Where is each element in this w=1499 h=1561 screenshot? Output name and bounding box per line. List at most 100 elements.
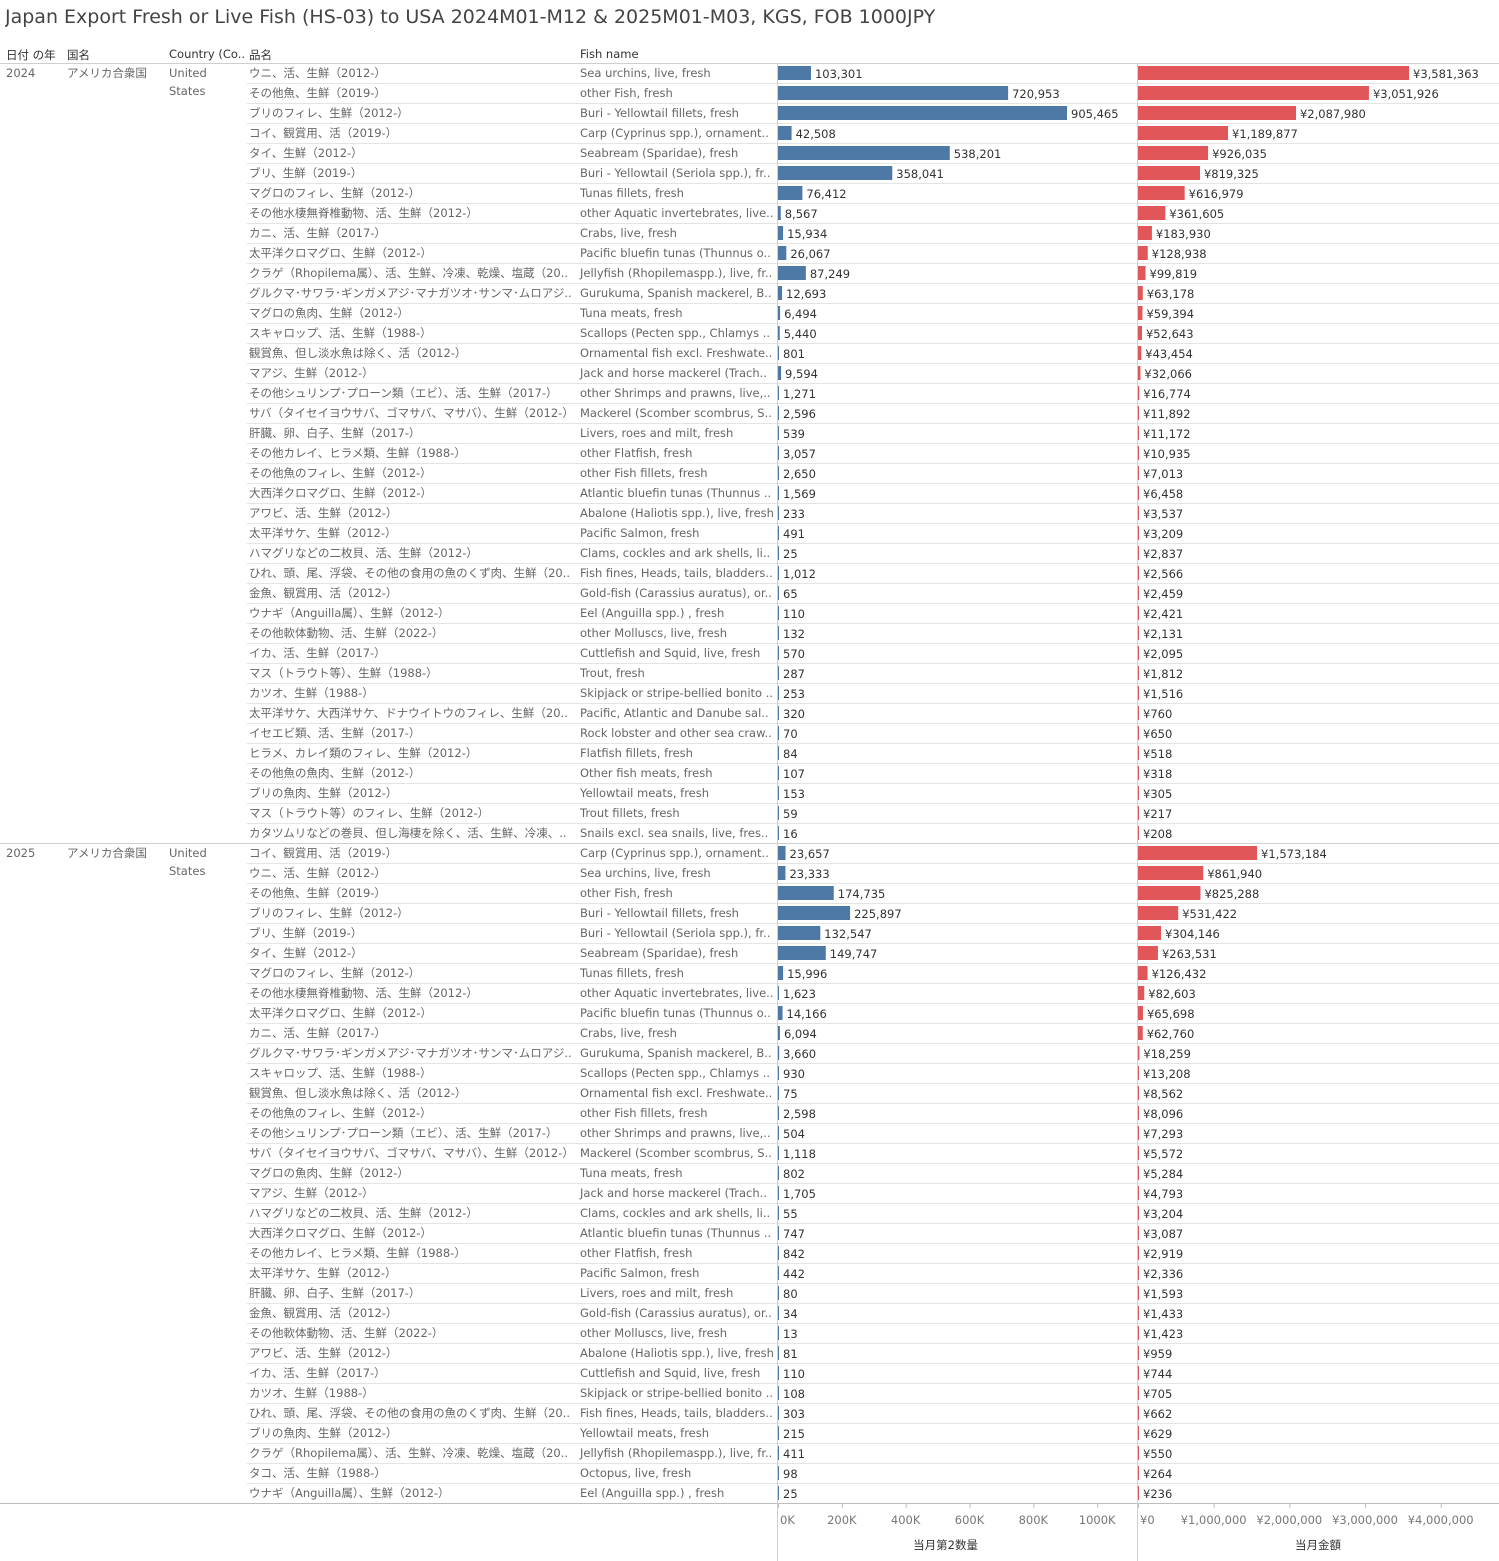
quantity-bar bbox=[778, 226, 784, 240]
quantity-label: 2,650 bbox=[783, 467, 816, 481]
quantity-bar bbox=[778, 1346, 779, 1360]
fish-name-jp: その他魚、生鮮（2019-） bbox=[249, 886, 386, 900]
amount-bar bbox=[1138, 1086, 1139, 1100]
quantity-bar bbox=[778, 126, 792, 140]
fish-name-jp: イカ、活、生鮮（2017-） bbox=[249, 1366, 386, 1380]
quantity-bar bbox=[778, 66, 811, 80]
header-country-jp[interactable]: 国名 bbox=[67, 48, 90, 62]
amount-tick-label: ¥2,000,000 bbox=[1256, 1513, 1322, 1527]
quantity-bar bbox=[778, 726, 779, 740]
amount-bar bbox=[1138, 1266, 1139, 1280]
quantity-label: 411 bbox=[783, 1447, 805, 1461]
header-year[interactable]: 日付 の年 bbox=[6, 48, 56, 62]
fish-name-jp: マグロの魚肉、生鮮（2012-） bbox=[249, 306, 409, 320]
amount-label: ¥819,325 bbox=[1204, 167, 1259, 181]
fish-name-jp: ブリのフィレ、生鮮（2012-） bbox=[249, 906, 409, 920]
quantity-bar bbox=[778, 1266, 779, 1280]
quantity-bar bbox=[778, 346, 779, 360]
fish-name-jp: マグロのフィレ、生鮮（2012-） bbox=[249, 186, 420, 200]
amount-bar bbox=[1138, 1166, 1139, 1180]
quantity-bar bbox=[778, 1386, 779, 1400]
amount-bar bbox=[1138, 606, 1139, 620]
quantity-label: 70 bbox=[783, 727, 798, 741]
amount-label: ¥1,516 bbox=[1143, 687, 1183, 701]
fish-name-en: other Fish, fresh bbox=[580, 886, 673, 900]
amount-bar bbox=[1138, 166, 1200, 180]
fish-name-jp: 観賞魚、但し淡水魚は除く、活（2012-） bbox=[249, 1086, 466, 1100]
amount-bar bbox=[1138, 686, 1139, 700]
quantity-bar bbox=[778, 906, 851, 920]
fish-name-jp: ブリ、生鮮（2019-） bbox=[249, 926, 362, 940]
fish-name-en: Cuttlefish and Squid, live, fresh bbox=[580, 1366, 760, 1380]
header-country-en[interactable]: Country (Co.. bbox=[169, 47, 246, 61]
fish-name-en: Atlantic bluefin tunas (Thunnus .. bbox=[580, 486, 771, 500]
fish-name-en: other Shrimps and prawns, live,.. bbox=[580, 386, 771, 400]
quantity-bar bbox=[778, 1006, 783, 1020]
quantity-label: 3,057 bbox=[783, 447, 816, 461]
amount-bar bbox=[1138, 1246, 1139, 1260]
fish-name-jp: タコ、活、生鮮（1988-） bbox=[249, 1466, 386, 1480]
amount-bar bbox=[1138, 1326, 1139, 1340]
fish-name-jp: ヒラメ、カレイ類のフィレ、生鮮（2012-） bbox=[249, 746, 477, 760]
amount-bar bbox=[1138, 726, 1139, 740]
fish-name-jp: ハマグリなどの二枚貝、活、生鮮（2012-） bbox=[249, 1206, 478, 1220]
quantity-bar bbox=[778, 1246, 779, 1260]
quantity-label: 107 bbox=[783, 767, 805, 781]
fish-name-jp: その他魚のフィレ、生鮮（2012-） bbox=[249, 1106, 432, 1120]
fish-name-en: Yellowtail meats, fresh bbox=[579, 786, 709, 800]
amount-label: ¥10,935 bbox=[1143, 447, 1191, 461]
amount-bar bbox=[1138, 926, 1162, 940]
amount-tick-label: ¥1,000,000 bbox=[1181, 1513, 1247, 1527]
quantity-bar bbox=[778, 326, 780, 340]
amount-label: ¥32,066 bbox=[1144, 367, 1192, 381]
amount-bar bbox=[1138, 1106, 1139, 1120]
quantity-label: 103,301 bbox=[815, 67, 863, 81]
amount-label: ¥183,930 bbox=[1156, 227, 1211, 241]
amount-label: ¥531,422 bbox=[1182, 907, 1237, 921]
header-item-jp[interactable]: 品名 bbox=[249, 48, 272, 62]
quantity-label: 16 bbox=[783, 827, 798, 841]
quantity-label: 2,596 bbox=[783, 407, 816, 421]
fish-name-jp: クラゲ（Rhopilema属）、活、生鮮、冷凍、乾燥、塩蔵（20.. bbox=[249, 266, 568, 280]
amount-label: ¥11,892 bbox=[1143, 407, 1191, 421]
fish-name-jp: 金魚、観賞用、活（2012-） bbox=[249, 1306, 397, 1320]
fish-name-jp: その他水棲無脊椎動物、活、生鮮（2012-） bbox=[249, 206, 478, 220]
quantity-bar bbox=[778, 826, 779, 840]
page-title: Japan Export Fresh or Live Fish (HS-03) … bbox=[5, 6, 936, 28]
quantity-label: 801 bbox=[783, 347, 805, 361]
amount-label: ¥304,146 bbox=[1165, 927, 1220, 941]
header-item-en[interactable]: Fish name bbox=[580, 47, 639, 61]
quantity-bar bbox=[778, 246, 787, 260]
amount-label: ¥264 bbox=[1143, 1467, 1172, 1481]
quantity-bar bbox=[778, 1286, 779, 1300]
quantity-label: 2,598 bbox=[783, 1107, 816, 1121]
amount-label: ¥3,581,363 bbox=[1413, 67, 1479, 81]
quantity-label: 6,494 bbox=[784, 307, 817, 321]
fish-name-en: Scallops (Pecten spp., Chlamys .. bbox=[580, 1066, 770, 1080]
fish-name-en: Cuttlefish and Squid, live, fresh bbox=[580, 646, 760, 660]
amount-bar bbox=[1138, 1386, 1139, 1400]
quantity-label: 14,166 bbox=[787, 1007, 827, 1021]
amount-label: ¥11,172 bbox=[1143, 427, 1191, 441]
fish-name-jp: サバ（タイセイヨウサバ、ゴマサバ、マサバ）、生鮮（2012-） bbox=[249, 1146, 574, 1160]
quantity-label: 132,547 bbox=[824, 927, 872, 941]
amount-label: ¥2,919 bbox=[1143, 1247, 1183, 1261]
amount-bar bbox=[1138, 266, 1146, 280]
quantity-label: 6,094 bbox=[784, 1027, 817, 1041]
amount-bar bbox=[1138, 986, 1145, 1000]
amount-label: ¥1,189,877 bbox=[1232, 127, 1298, 141]
fish-name-en: Jack and horse mackerel (Trach.. bbox=[579, 1186, 767, 1200]
fish-name-en: Eel (Anguilla spp.) , fresh bbox=[580, 606, 724, 620]
amount-label: ¥616,979 bbox=[1189, 187, 1244, 201]
amount-label: ¥1,423 bbox=[1143, 1327, 1183, 1341]
amount-bar bbox=[1138, 946, 1158, 960]
amount-bar bbox=[1138, 1306, 1139, 1320]
amount-label: ¥3,209 bbox=[1143, 527, 1183, 541]
amount-label: ¥1,812 bbox=[1143, 667, 1183, 681]
amount-bar bbox=[1138, 766, 1139, 780]
amount-bar bbox=[1138, 286, 1143, 300]
quantity-bar bbox=[778, 1406, 779, 1420]
fish-name-en: other Fish, fresh bbox=[580, 86, 673, 100]
quantity-bar bbox=[778, 1046, 780, 1060]
fish-name-en: Rock lobster and other sea craw.. bbox=[580, 726, 772, 740]
